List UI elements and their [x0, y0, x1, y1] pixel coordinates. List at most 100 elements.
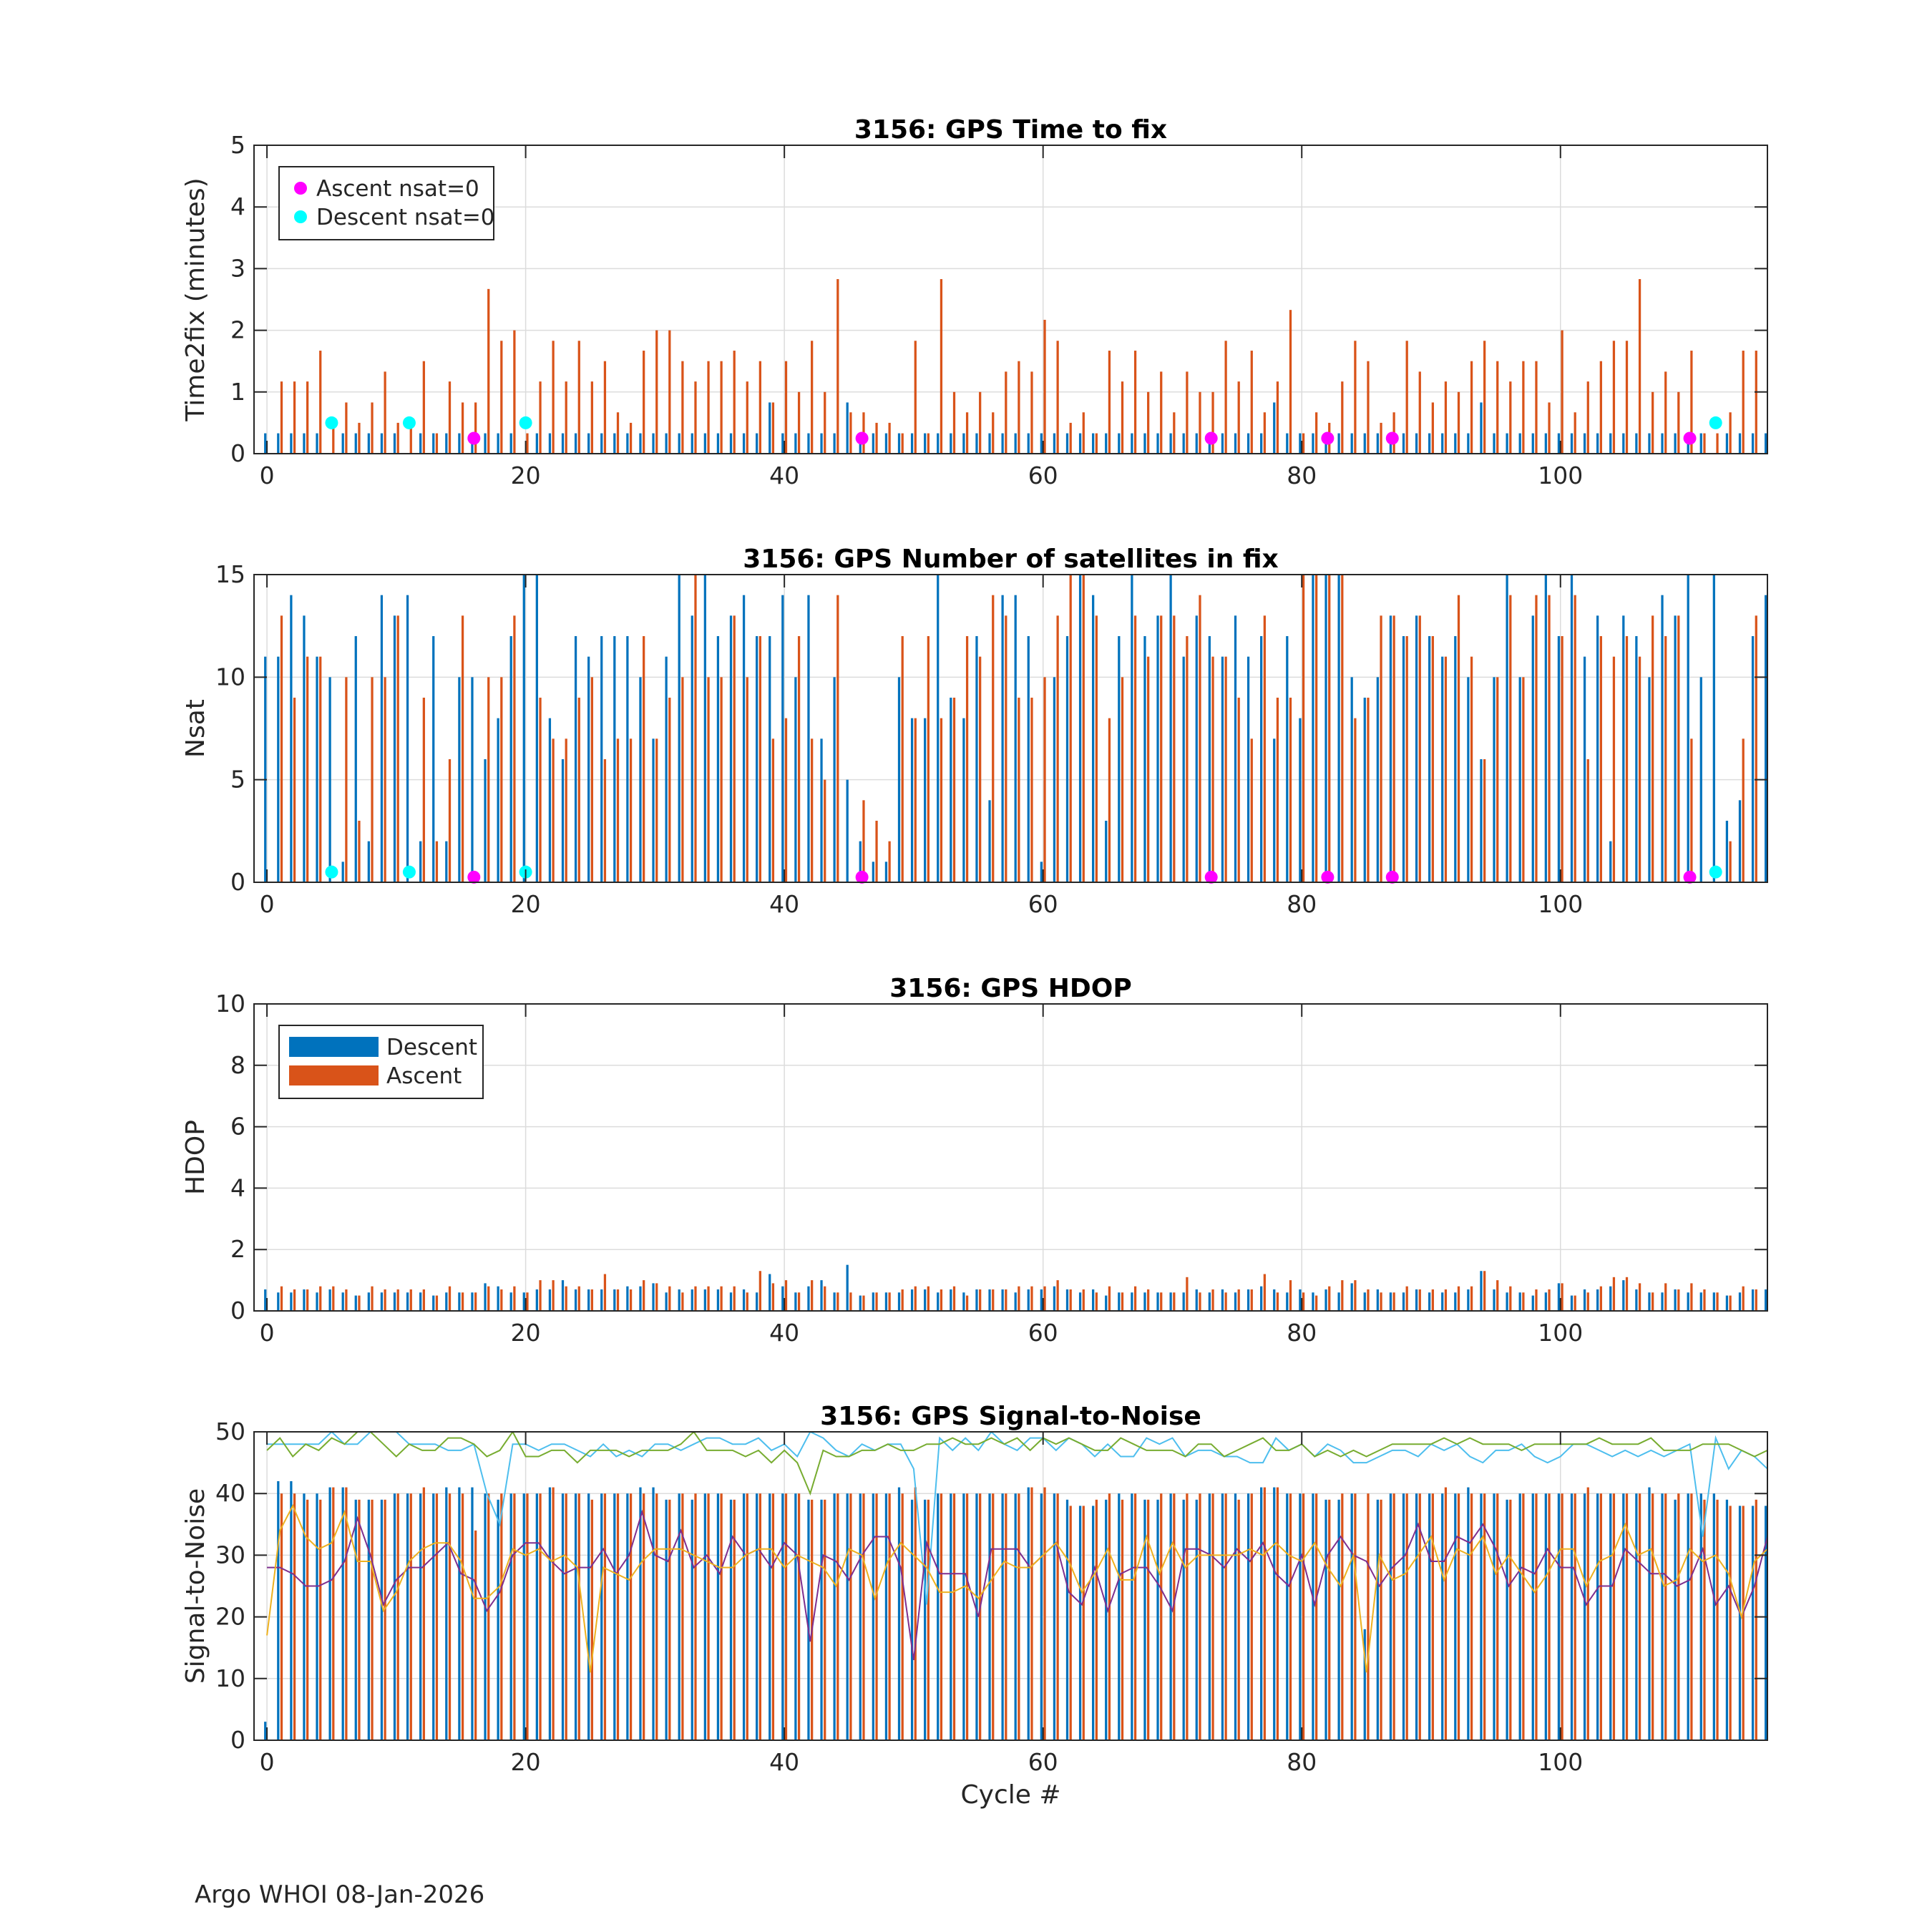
ascent-bar-58 [1018, 361, 1020, 454]
ytick-label-0: 0 [230, 1726, 245, 1754]
ascent-bar-95 [1496, 1493, 1499, 1740]
ascent-bar-95 [1496, 677, 1499, 882]
descent-bar-27 [613, 1493, 616, 1740]
descent-bar-25 [587, 1289, 590, 1311]
ascent-bar-40 [784, 361, 788, 454]
descent-bar-71 [1182, 656, 1185, 882]
descent-bar-92 [1454, 1493, 1457, 1740]
descent-bar-26 [600, 433, 603, 454]
ascent-bar-103 [1599, 636, 1602, 882]
chart-title: 3156: GPS Signal-to-Noise [820, 1402, 1201, 1431]
ascent-bar-56 [992, 595, 995, 882]
descent-bar-52 [937, 433, 940, 454]
ascent-bar-89 [1418, 1493, 1421, 1740]
descent-bar-24 [574, 636, 577, 882]
descent-bar-98 [1531, 1295, 1534, 1311]
ytick-label-2: 4 [230, 1174, 245, 1201]
ascent-bar-82 [1328, 1499, 1331, 1740]
descent-bar-86 [1376, 677, 1379, 882]
descent-bar-73 [1208, 1493, 1211, 1740]
descent-bar-71 [1182, 1499, 1185, 1740]
ytick-label-2: 10 [215, 663, 245, 691]
descent-bar-32 [678, 1289, 680, 1311]
y-axis-label: Signal-to-Noise [181, 1488, 210, 1684]
descent-bar-16 [471, 1292, 474, 1311]
descent-bar-87 [1389, 615, 1392, 882]
descent-bar-104 [1609, 433, 1612, 454]
descent-bar-99 [1544, 433, 1547, 454]
ascent-bar-48 [888, 422, 891, 454]
ascent-bar-5 [332, 1487, 335, 1740]
descent-bar-98 [1531, 615, 1534, 882]
descent-bar-109 [1674, 1499, 1677, 1740]
descent-bar-76 [1246, 1289, 1250, 1311]
descent-bar-94 [1480, 759, 1483, 882]
ascent-bar-29 [643, 1493, 645, 1740]
descent-bar-27 [613, 636, 616, 882]
ascent-nsat0-marker-46 [855, 870, 869, 884]
ascent-bar-12 [422, 698, 425, 882]
descent-bar-81 [1312, 575, 1314, 882]
ascent-bar-105 [1625, 341, 1629, 454]
descent-bar-41 [794, 677, 797, 882]
descent-bar-69 [1156, 615, 1159, 882]
descent-bar-8 [367, 433, 370, 454]
ascent-bar-103 [1599, 1286, 1602, 1311]
descent-bar-82 [1324, 1499, 1327, 1740]
ascent-bar-32 [681, 1493, 684, 1740]
ascent-bar-6 [345, 402, 348, 454]
legend-label-0: Ascent nsat=0 [316, 176, 479, 202]
axes-box [253, 1431, 1768, 1741]
descent-bar-33 [691, 1289, 693, 1311]
ascent-bar-26 [603, 1274, 607, 1311]
ascent-bar-5 [332, 422, 335, 454]
ascent-bar-26 [603, 361, 607, 454]
ascent-bar-44 [836, 595, 839, 882]
xtick-label-0: 0 [260, 462, 275, 489]
descent-bar-100 [1557, 1493, 1561, 1740]
ascent-bar-85 [1367, 1493, 1370, 1740]
descent-bar-6 [341, 433, 344, 454]
ascent-bar-54 [965, 636, 969, 882]
ascent-bar-61 [1056, 341, 1059, 454]
ascent-bar-56 [992, 1289, 995, 1311]
ascent-bar-46 [862, 1493, 865, 1740]
ascent-bar-79 [1289, 698, 1292, 882]
ascent-bar-65 [1108, 718, 1111, 882]
descent-bar-17 [484, 1283, 487, 1311]
ascent-bar-96 [1509, 595, 1512, 882]
descent-bar-43 [820, 738, 823, 882]
ascent-bar-104 [1612, 341, 1616, 454]
descent-bar-51 [924, 1499, 927, 1740]
descent-bar-10 [393, 433, 396, 454]
descent-bar-64 [1092, 433, 1095, 454]
descent-bar-54 [962, 433, 965, 454]
descent-bar-26 [600, 1493, 603, 1740]
descent-bar-67 [1131, 575, 1133, 882]
descent-bar-114 [1738, 1506, 1742, 1740]
xtick-label-0: 0 [260, 1748, 275, 1776]
ascent-bar-28 [629, 422, 633, 454]
descent-bar-99 [1544, 1493, 1547, 1740]
ascent-bar-97 [1522, 361, 1525, 454]
descent-bar-16 [471, 677, 474, 882]
descent-bar-28 [626, 1493, 629, 1740]
descent-bar-20 [522, 575, 525, 882]
descent-bar-0 [264, 1722, 267, 1740]
axes-box [253, 1003, 1768, 1312]
descent-bar-103 [1596, 615, 1599, 882]
snr-line-4 [266, 1504, 1767, 1673]
ascent-bar-25 [590, 677, 593, 882]
descent-bar-66 [1118, 433, 1121, 454]
ascent-bar-58 [1018, 698, 1020, 882]
ascent-nsat0-marker-82 [1321, 431, 1335, 445]
ascent-nsat0-marker-73 [1204, 870, 1218, 884]
descent-bar-103 [1596, 433, 1599, 454]
descent-bar-7 [354, 636, 357, 882]
ascent-bar-8 [371, 1286, 374, 1311]
descent-bar-60 [1040, 433, 1043, 454]
descent-bar-44 [833, 1292, 836, 1311]
ascent-bar-76 [1250, 351, 1253, 454]
ascent-bar-57 [1005, 371, 1008, 454]
descent-bar-68 [1143, 1499, 1146, 1740]
